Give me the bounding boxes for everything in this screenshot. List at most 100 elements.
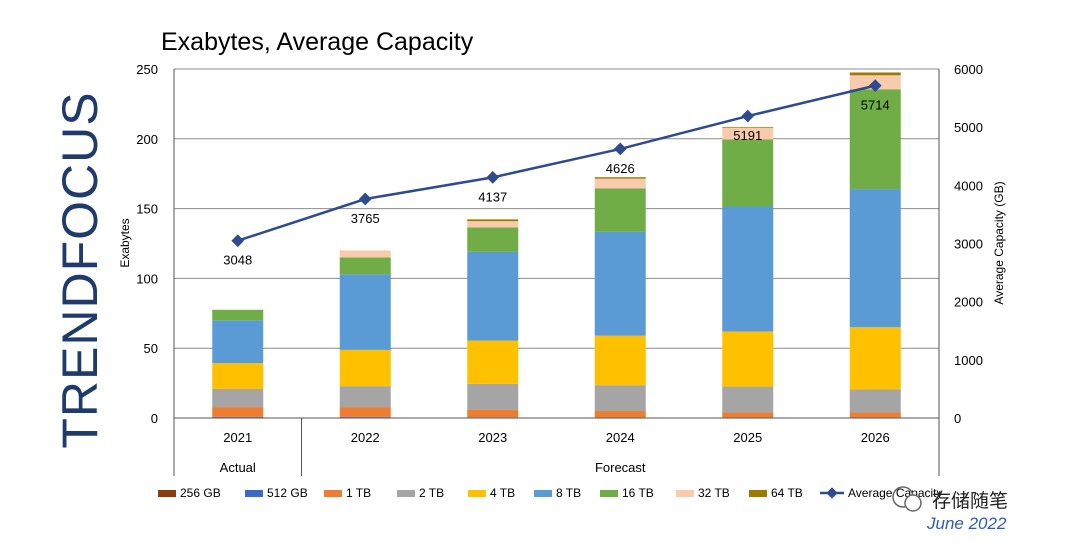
- y-tick-right: 5000: [954, 120, 983, 135]
- legend-swatch: [749, 490, 767, 497]
- y-axis-label-right: Average Capacity (GB): [992, 181, 1006, 304]
- y-tick-right: 6000: [954, 62, 983, 77]
- data-label: 3765: [351, 211, 380, 226]
- y-tick-left: 200: [136, 132, 158, 147]
- trendfocus-logo: TRENDFOCUS: [52, 91, 108, 448]
- legend-swatch: [468, 490, 486, 497]
- line-point: [486, 171, 500, 184]
- bar-segment: [722, 386, 774, 413]
- x-tick-label: 2026: [861, 430, 890, 445]
- y-ticks-left: 0 50 100 150 200 250: [136, 62, 158, 426]
- legend: 256 GB 512 GB 1 TB 2 TB 4 TB 8 TB 16 TB 32 TB 64…: [158, 486, 943, 500]
- average-capacity-line: [231, 79, 882, 248]
- bar-segment: [594, 188, 646, 232]
- bar-segment: [849, 389, 901, 413]
- x-tick-label: 2025: [733, 430, 762, 445]
- data-label: 4626: [606, 161, 635, 176]
- legend-label: Average Capacity: [848, 486, 943, 500]
- bar-segment: [594, 385, 646, 412]
- bar-segment: [594, 178, 646, 189]
- bar-segment: [212, 309, 264, 321]
- y-tick-right: 2000: [954, 295, 983, 310]
- y-tick-right: 3000: [954, 237, 983, 252]
- line-point: [358, 192, 372, 206]
- y-tick-left: 100: [136, 271, 158, 286]
- bar-segment: [212, 388, 264, 408]
- data-label: 3048: [223, 253, 252, 268]
- legend-swatch: [158, 490, 176, 497]
- legend-label: 2 TB: [419, 486, 444, 500]
- x-ticks: 2021 2022 2023 2024 2025 2026: [223, 430, 889, 445]
- bar-segment: [849, 72, 901, 76]
- x-tick-label: 2024: [606, 430, 635, 445]
- legend-swatch: [600, 490, 618, 497]
- legend-label: 8 TB: [556, 486, 581, 500]
- bar-segment: [849, 89, 901, 190]
- legend-label: 4 TB: [490, 486, 515, 500]
- data-label: 5191: [733, 128, 762, 143]
- y-tick-left: 150: [136, 202, 158, 217]
- y-tick-right: 1000: [954, 353, 983, 368]
- bars: [212, 72, 901, 418]
- bar-segment: [212, 320, 264, 364]
- group-label: Forecast: [595, 460, 646, 475]
- bar-segment: [339, 349, 391, 387]
- bar-segment: [467, 340, 519, 384]
- bar-segment: [467, 409, 519, 418]
- data-label: 4137: [478, 189, 507, 204]
- bar-segment: [339, 274, 391, 350]
- x-tick-label: 2022: [351, 430, 380, 445]
- line-point: [741, 109, 755, 123]
- bar-segment: [594, 231, 646, 336]
- bar-segment: [849, 327, 901, 390]
- bar-segment: [339, 257, 391, 275]
- bar-segment: [467, 383, 519, 410]
- y-tick-right: 4000: [954, 178, 983, 193]
- bar-segment: [594, 335, 646, 386]
- bar-segment: [467, 219, 519, 222]
- line-point: [613, 142, 627, 156]
- legend-swatch: [676, 490, 694, 497]
- bar-segment: [339, 386, 391, 408]
- legend-label: 32 TB: [698, 486, 730, 500]
- category-groups: Actual Forecast: [220, 460, 646, 475]
- bar-segment: [722, 139, 774, 207]
- legend-label: 512 GB: [267, 486, 308, 500]
- data-labels: 3048 3765 4137 4626 5191 5714: [223, 98, 889, 268]
- bar-segment: [467, 221, 519, 228]
- legend-label: 256 GB: [180, 486, 221, 500]
- axes: [173, 69, 940, 476]
- bar-segment: [339, 250, 391, 258]
- y-tick-left: 0: [151, 411, 158, 426]
- bar-segment: [212, 363, 264, 389]
- gridlines: [174, 68, 939, 349]
- bar-segment: [212, 407, 264, 417]
- bar-segment: [722, 126, 774, 128]
- legend-marker: [826, 487, 838, 499]
- wechat-icon: [892, 486, 922, 512]
- data-label: 5714: [861, 98, 890, 113]
- bar-segment: [594, 411, 646, 418]
- legend-swatch: [397, 490, 415, 497]
- bar-segment: [722, 331, 774, 387]
- legend-swatch: [534, 490, 552, 497]
- bar-segment: [594, 177, 646, 179]
- watermark-text: 存储随笔: [932, 490, 1008, 512]
- legend-label: 1 TB: [346, 486, 371, 500]
- y-tick-right: 0: [954, 411, 961, 426]
- bar-segment: [339, 407, 391, 417]
- legend-label: 64 TB: [771, 486, 803, 500]
- bar-segment: [467, 251, 519, 341]
- bar-segment: [467, 227, 519, 252]
- average-capacity-polyline: [237, 84, 876, 242]
- y-ticks-right: 0 1000 2000 3000 4000 5000 6000: [954, 62, 983, 426]
- bar-segment: [722, 127, 774, 140]
- x-tick-label: 2023: [478, 430, 507, 445]
- legend-swatch: [245, 490, 263, 497]
- report-date: June 2022: [926, 514, 1007, 533]
- x-tick-label: 2021: [223, 430, 252, 445]
- watermark: 存储随笔: [892, 486, 1008, 512]
- group-label: Actual: [220, 460, 256, 475]
- bar-segment: [849, 189, 901, 328]
